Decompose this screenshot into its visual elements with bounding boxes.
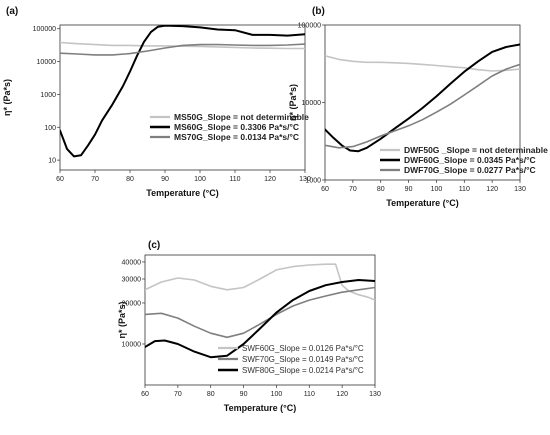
x-axis-label: Temperature (°C)	[386, 198, 458, 208]
y-tick-label: 1000	[305, 178, 321, 185]
y-tick-label: 100000	[298, 23, 321, 30]
x-tick-label: 110	[229, 176, 240, 183]
x-tick-label: 80	[207, 391, 215, 398]
series-group	[325, 43, 520, 153]
y-tick-label: 10	[48, 158, 56, 165]
x-tick-label: 90	[240, 391, 248, 398]
panel-label: (c)	[148, 240, 160, 251]
y-tick-label: 30000	[122, 276, 142, 283]
x-tick-label: 90	[405, 186, 413, 193]
series-group	[145, 263, 375, 359]
y-axis-label: η* (Pa*s)	[288, 84, 298, 121]
x-tick-label: 70	[174, 391, 182, 398]
panel-label: (a)	[6, 6, 18, 17]
legend-label: SWF70G_Slope = 0.0149 Pa*s/°C	[242, 355, 364, 364]
y-tick-label: 10000	[302, 100, 322, 107]
chart-panel-1: (a) 60 70 80 90 100 110 120 130 10 100 1000 10000 100…	[2, 6, 311, 198]
x-tick-label: 130	[299, 176, 311, 183]
series-line-2	[145, 286, 375, 339]
y-tick-label: 40000	[122, 259, 142, 266]
x-tick-label: 60	[321, 186, 329, 193]
legend-label: DWF60G_Slope = 0.0345 Pa*s/°C	[404, 155, 536, 165]
legend-label: SWF80G_Slope = 0.0214 Pa*s/°C	[242, 366, 364, 375]
chart-panel-3: (c) 60 70 80 90 100 110 120 130 10000 20000 30000 40…	[117, 240, 381, 413]
legend: DWF50G _Slope = not determinableDWF60G_S…	[380, 145, 548, 175]
x-tick-label: 90	[161, 176, 169, 183]
x-tick-label: 130	[369, 391, 381, 398]
panel-label: (b)	[312, 6, 325, 17]
x-tick-label: 60	[141, 391, 149, 398]
x-axis-label: Temperature (°C)	[146, 188, 218, 198]
series-group	[60, 25, 305, 158]
series-line-2	[60, 25, 305, 158]
legend-label: MS50G_Slope = not determinable	[174, 112, 309, 122]
y-tick-label: 100000	[33, 26, 56, 33]
x-tick-label: 80	[377, 186, 385, 193]
x-tick-label: 70	[349, 186, 357, 193]
y-tick-label: 1000	[40, 92, 56, 99]
x-tick-label: 120	[486, 186, 498, 193]
x-tick-label: 60	[56, 176, 64, 183]
series-line-3	[325, 63, 520, 149]
x-tick-label: 110	[459, 186, 470, 193]
x-tick-label: 80	[126, 176, 134, 183]
legend-label: DWF50G _Slope = not determinable	[404, 145, 548, 155]
series-line-3	[145, 279, 375, 359]
y-tick-label: 100	[44, 125, 56, 132]
legend-label: MS70G_Slope = 0.0134 Pa*s/°C	[174, 132, 299, 142]
legend-label: DWF70G_Slope = 0.0277 Pa*s/°C	[404, 165, 536, 175]
x-tick-label: 70	[91, 176, 99, 183]
x-tick-label: 110	[304, 391, 315, 398]
y-axis-label: η* (Pa*s)	[117, 301, 127, 338]
legend-label: MS60G_Slope = 0.3306 Pa*s/°C	[174, 122, 299, 132]
legend-label: SWF60G_Slope = 0.0126 Pa*s/°C	[242, 344, 364, 353]
series-line-2	[325, 43, 520, 153]
plot-frame	[144, 254, 376, 386]
y-axis-label: η* (Pa*s)	[2, 79, 12, 116]
series-line-3	[60, 43, 305, 56]
y-tick-label: 10000	[122, 341, 142, 348]
x-axis-label: Temperature (°C)	[224, 403, 296, 413]
x-tick-label: 120	[336, 391, 348, 398]
y-tick-label: 20000	[122, 300, 142, 307]
x-tick-label: 100	[431, 186, 443, 193]
legend: MS50G_Slope = not determinableMS60G_Slop…	[150, 112, 309, 142]
x-tick-label: 100	[194, 176, 206, 183]
x-tick-label: 130	[514, 186, 526, 193]
x-tick-label: 100	[271, 391, 283, 398]
y-tick-label: 10000	[37, 59, 57, 66]
series-line-1	[325, 54, 520, 72]
x-tick-label: 120	[264, 176, 276, 183]
plot-frame	[59, 24, 306, 171]
legend: SWF60G_Slope = 0.0126 Pa*s/°C SWF70G_Slop…	[218, 344, 364, 375]
chart-panel-2: (b)60 70 80 90 100 110 120 130100010000100000Te…	[288, 6, 548, 208]
